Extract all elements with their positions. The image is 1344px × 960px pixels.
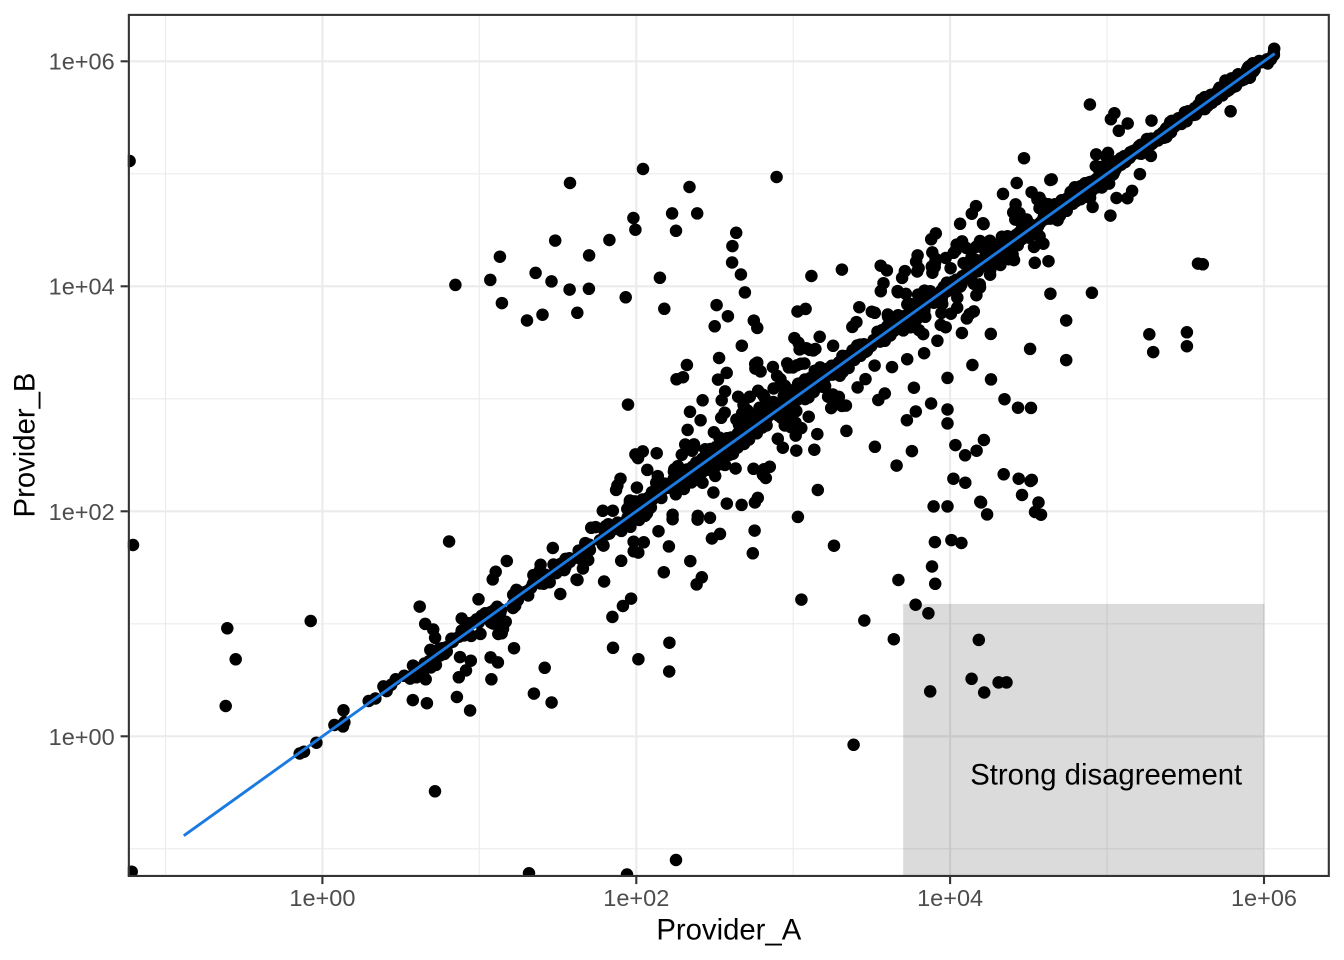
- svg-text:1e+02: 1e+02: [603, 885, 669, 911]
- svg-text:1e+04: 1e+04: [917, 885, 983, 911]
- svg-text:1e+06: 1e+06: [1231, 885, 1297, 911]
- svg-text:1e+00: 1e+00: [289, 885, 355, 911]
- svg-text:1e+06: 1e+06: [49, 49, 115, 75]
- svg-text:1e+02: 1e+02: [49, 499, 115, 525]
- svg-text:1e+00: 1e+00: [49, 724, 115, 750]
- svg-text:Strong disagreement: Strong disagreement: [970, 758, 1242, 791]
- svg-text:Provider_A: Provider_A: [656, 914, 801, 947]
- svg-text:Provider_B: Provider_B: [9, 373, 42, 518]
- svg-text:1e+04: 1e+04: [49, 274, 115, 300]
